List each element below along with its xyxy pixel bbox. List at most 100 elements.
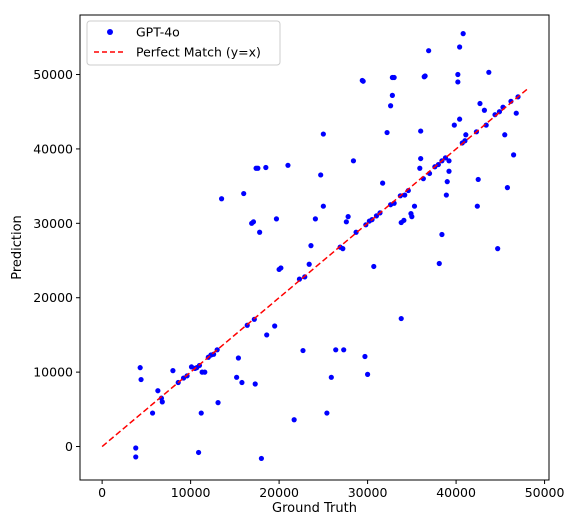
legend: GPT-4o Perfect Match (y=x) [86,20,281,66]
data-point [239,379,245,386]
data-point [417,165,423,171]
data-point [273,216,280,222]
data-point [258,455,265,462]
axis-ticks: 0 10000 20000 30000 40000 50000 0 10000 20000 300… [33,67,564,500]
legend-box [86,20,281,66]
perfect-match-line [101,88,528,448]
data-point [495,246,501,252]
x-tick-label: 20000 [259,485,299,500]
data-point [451,122,457,128]
x-tick-label: 40000 [436,485,476,500]
data-point [371,263,377,270]
data-point [263,164,269,171]
data-point [460,30,466,37]
data-point [198,410,204,416]
data-point [250,219,257,225]
data-point [439,231,445,238]
y-tick-label: 0 [65,439,73,454]
data-point [475,176,481,183]
data-point [133,445,139,451]
data-point [138,376,144,383]
data-point [362,353,368,360]
data-point [318,172,324,178]
x-tick-label: 10000 [171,485,211,500]
data-point [474,203,480,209]
data-point [418,155,424,162]
data-point [159,399,165,405]
x-tick-label: 30000 [348,485,388,500]
plot-frame [79,14,550,481]
data-point [291,417,297,423]
data-point [411,203,418,209]
data-point [401,217,407,223]
data-point [436,260,442,267]
y-tick-label: 20000 [33,290,73,305]
data-point [272,323,278,329]
data-point [149,410,156,416]
y-axis-label: Prediction [10,215,25,280]
data-point [235,355,241,361]
y-tick-label: 40000 [33,141,73,156]
data-point [409,214,415,220]
data-point [422,73,428,79]
data-point [380,180,386,186]
data-point [195,449,202,456]
data-point [350,158,357,164]
data-point [345,214,351,220]
data-point [234,374,240,380]
legend-marker-gpt-4o [107,29,113,35]
data-point [324,410,330,416]
legend-label-perfect-match: Perfect Match (y=x) [136,45,261,60]
data-point [328,374,334,380]
data-point [137,365,143,371]
data-point [384,129,390,136]
data-point [477,100,483,107]
data-point [481,107,488,113]
data-point [511,152,517,158]
data-point [218,196,225,202]
data-point [426,48,432,54]
data-point [333,347,339,353]
data-point [133,454,139,460]
data-point [255,165,261,171]
data-point [320,131,326,137]
legend-label-gpt-4o: GPT-4o [136,25,180,40]
data-point [215,400,221,406]
data-point [513,110,519,116]
data-point [463,132,469,138]
data-point [455,79,461,85]
data-point [341,347,347,353]
data-point [443,192,449,198]
data-point [170,368,176,374]
data-point [306,261,312,267]
data-point [457,116,463,122]
y-tick-label: 30000 [33,216,73,231]
data-point [444,179,450,185]
data-point [308,243,314,249]
x-tick-label: 0 [98,485,106,500]
data-point [455,71,461,78]
data-point [340,246,346,252]
data-point [320,203,326,209]
data-point [257,229,263,235]
data-point [402,192,408,198]
data-point [388,103,394,109]
x-axis-label: Ground Truth [272,501,357,516]
data-point [264,332,270,338]
x-tick-label: 50000 [525,485,565,500]
data-point [300,347,306,354]
data-point [486,69,492,75]
data-point [155,388,161,394]
data-point [457,44,463,50]
data-point [398,315,404,322]
data-point [391,74,397,81]
data-point [312,216,318,222]
data-point [502,132,508,138]
data-point [241,190,247,197]
y-tick-label: 50000 [33,67,73,82]
data-point [446,158,452,164]
data-point [418,128,424,134]
data-point [285,162,291,168]
